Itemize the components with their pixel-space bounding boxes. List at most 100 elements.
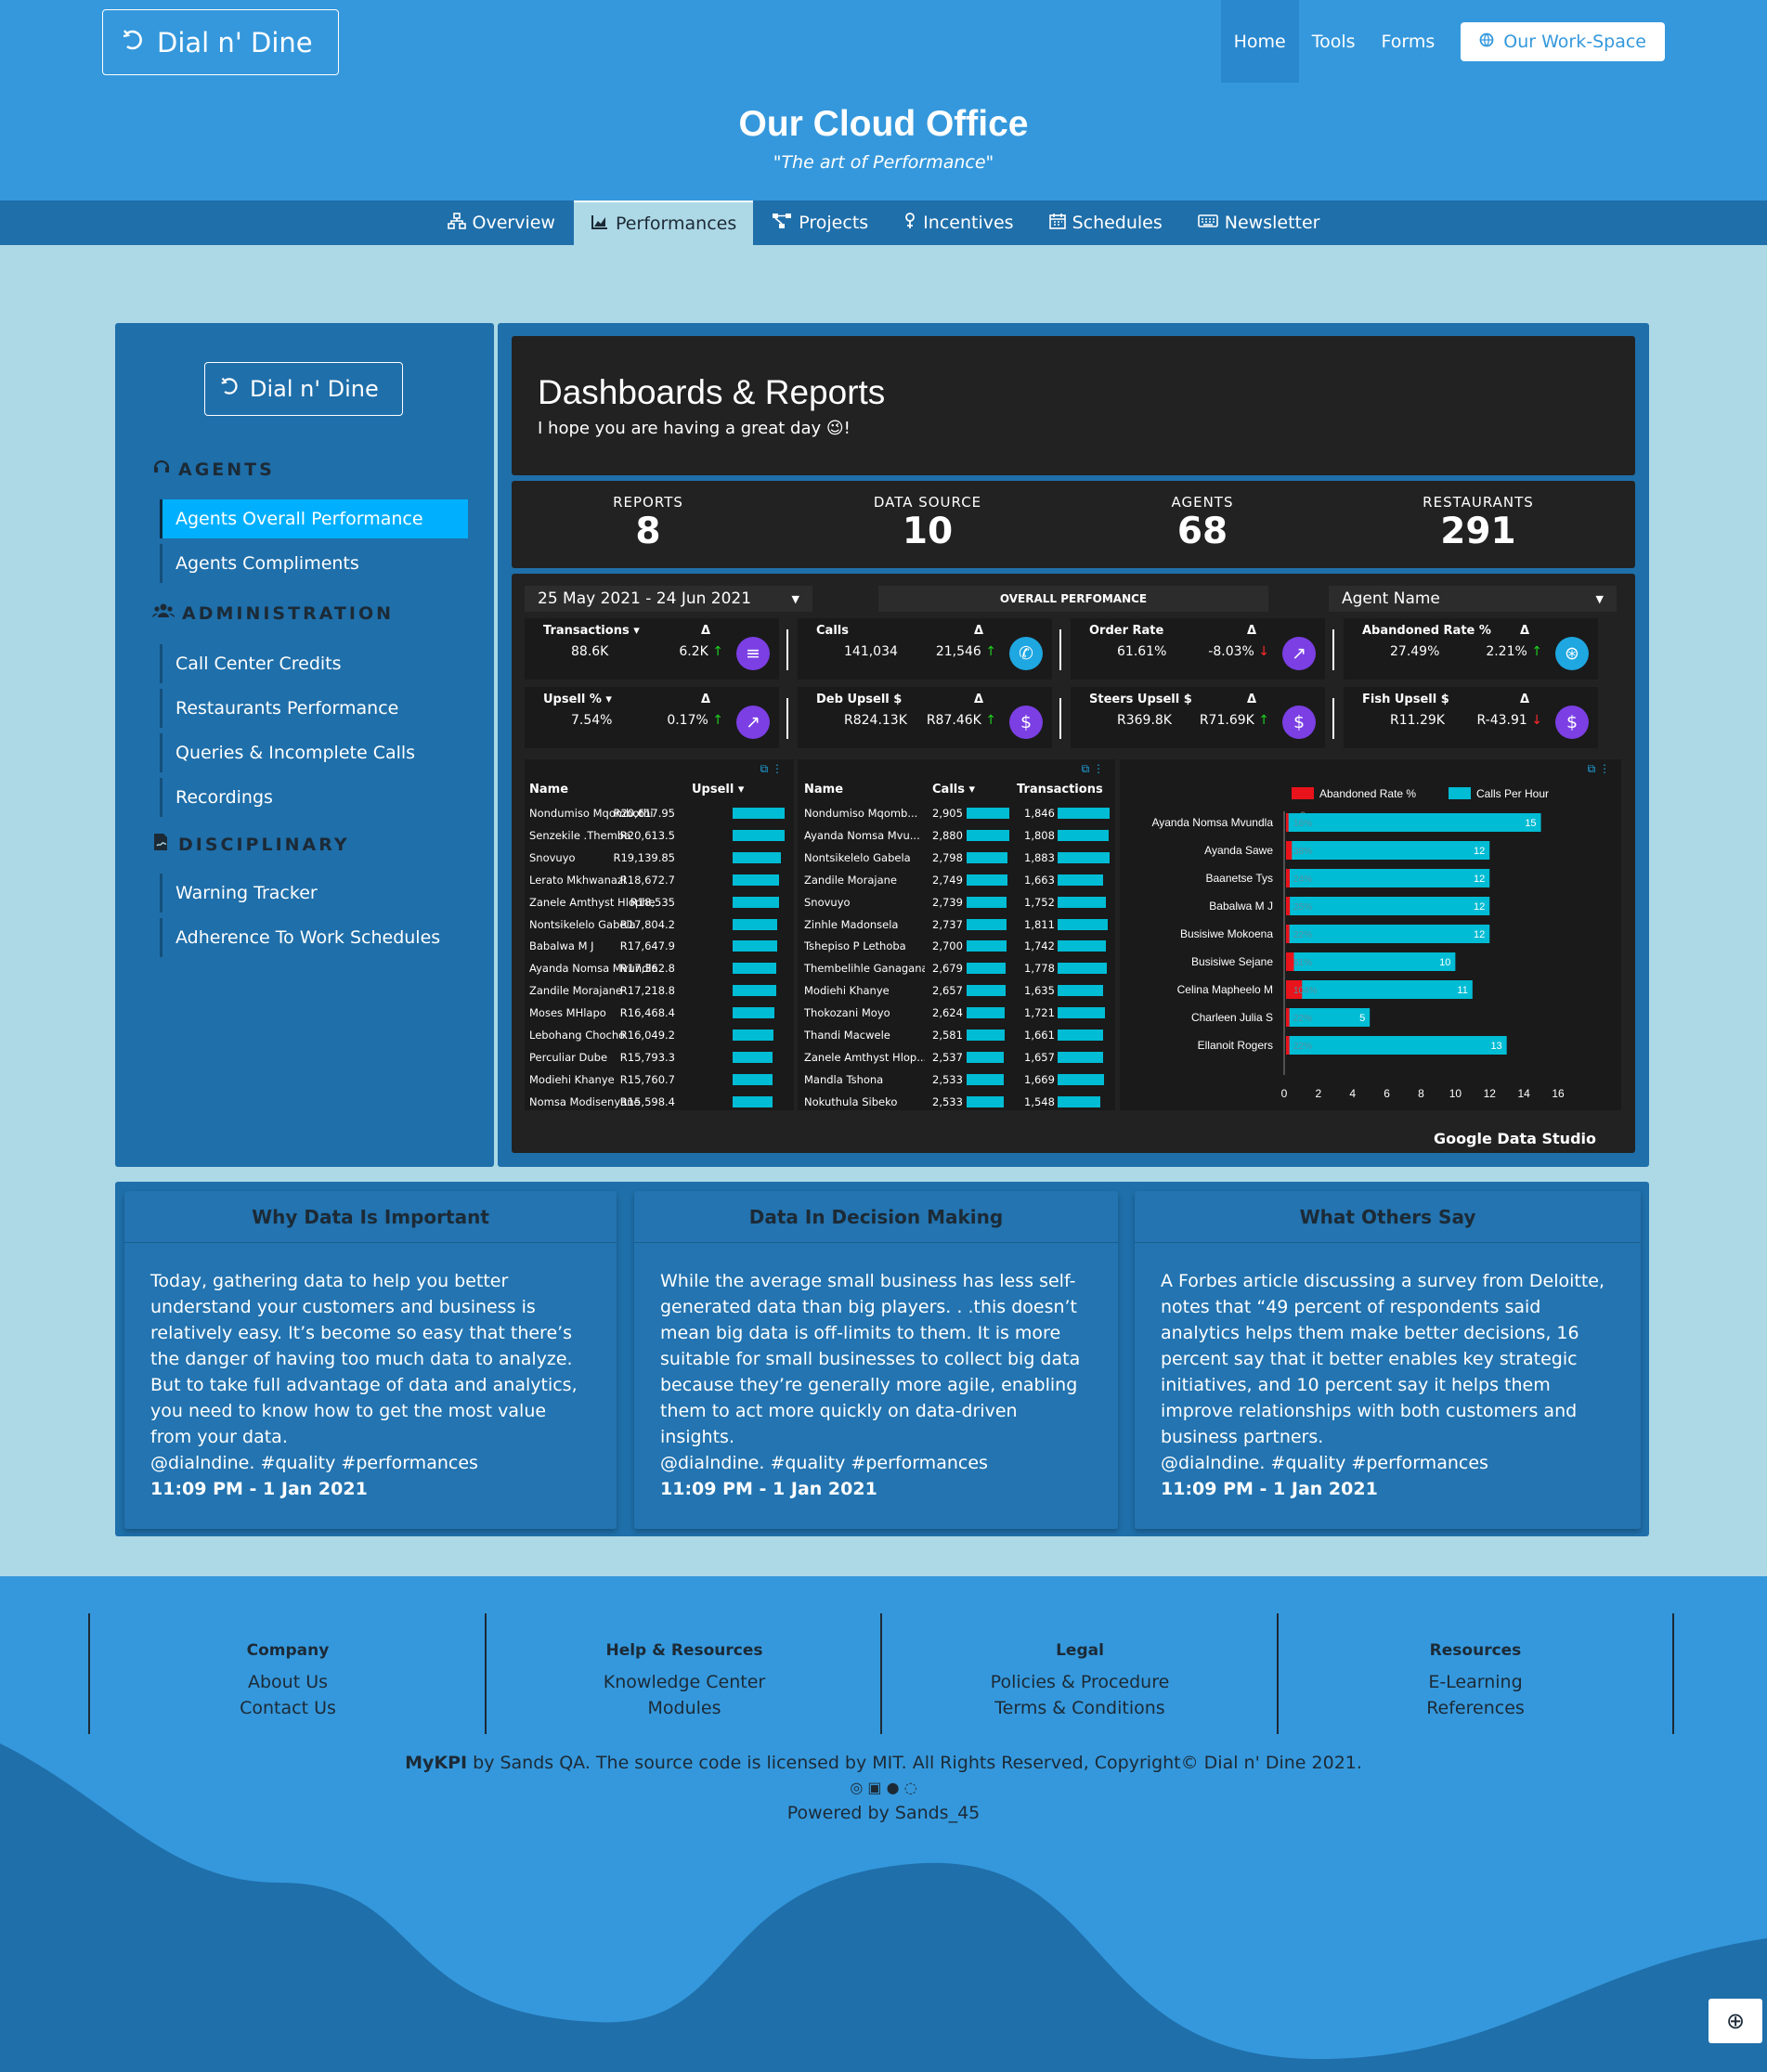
table-row[interactable]: Nondumiso Mqombothi R20,617.95 [525, 802, 794, 824]
table-row[interactable]: Perculiar Dube R15,793.3 [525, 1046, 794, 1068]
dollar-icon: $ [1282, 706, 1316, 739]
table-row[interactable]: Zandile Morajane R17,218.8 [525, 979, 794, 1002]
report-panel-title: OVERALL PERFOMANCE [878, 586, 1268, 612]
metric-card: Order Rate Δ 61.61% -8.03% ↓ ↗ [1071, 618, 1334, 680]
tab-performances-label: Performances [615, 214, 737, 234]
table-row[interactable]: Zanele Amthyst Hlop... 2,537 1,657 [798, 1046, 1115, 1068]
table-row[interactable]: Nomsa Modisenyane R15,598.4 [525, 1091, 794, 1113]
nav-home[interactable]: Home [1220, 0, 1299, 83]
metric-name: Transactions ▾ [543, 624, 640, 638]
sidebar-item-call-center-credits[interactable]: Call Center Credits [160, 644, 468, 683]
table-row[interactable]: Moses MHlapo R16,468.4 [525, 1002, 794, 1024]
footer-link-references[interactable]: References [1426, 1698, 1525, 1718]
table-row[interactable]: Snovuyo R19,139.85 [525, 847, 794, 869]
users-icon [151, 602, 175, 624]
card-time: 11:09 PM - 1 Jan 2021 [660, 1479, 877, 1499]
table-row[interactable]: Zandile Morajane 2,749 1,663 [798, 869, 1115, 891]
metric-card: Fish Upsell $ Δ R11.29K R-43.91 ↓ $ [1344, 687, 1598, 748]
tab-overview[interactable]: Overview [431, 201, 572, 245]
calls-header-transactions[interactable]: Transactions [1017, 783, 1103, 796]
facebook-icon[interactable]: ▣ [867, 1779, 882, 1796]
footer-link-terms[interactable]: Terms & Conditions [994, 1698, 1165, 1718]
table-row[interactable]: Nokuthula Sibeko 2,533 1,548 [798, 1091, 1115, 1113]
metric-card: Calls Δ 141,034 21,546 ↑ ✆ [798, 618, 1061, 680]
row-name: Zinhle Madonsela [804, 917, 899, 931]
sidebar-item-queries[interactable]: Queries & Incomplete Calls [160, 733, 468, 772]
sidebar-item-recordings[interactable]: Recordings [160, 778, 468, 817]
x-tick-label: 12 [1484, 1087, 1497, 1100]
calls-bar [1286, 897, 1490, 915]
tab-schedules[interactable]: Schedules [1033, 201, 1179, 245]
table-row[interactable]: Modiehi Khanye 2,657 1,635 [798, 979, 1115, 1002]
table-row[interactable]: Senzekile .Themba R20,613.5 [525, 824, 794, 847]
nav-tools[interactable]: Tools [1311, 31, 1356, 52]
table-row[interactable]: Mandla Tshona 2,533 1,669 [798, 1068, 1115, 1091]
table-row[interactable]: Nontsikelelo Gabela 2,798 1,883 [798, 847, 1115, 869]
workspace-button[interactable]: Our Work-Space [1461, 21, 1665, 61]
table-row[interactable]: Babalwa M J R17,647.9 [525, 935, 794, 957]
metric-delta-label: Δ [1247, 624, 1257, 638]
card-decision-making: Data In Decision Making While the averag… [634, 1191, 1118, 1529]
table-row[interactable]: Nontsikelelo Gabela R17,804.2 [525, 913, 794, 936]
agent-name-dropdown[interactable]: Agent Name ▼ [1329, 586, 1617, 612]
sidebar-item-warning-tracker[interactable]: Warning Tracker [160, 874, 468, 913]
table-row[interactable]: Modiehi Khanye R15,760.7 [525, 1068, 794, 1091]
table-row[interactable]: Lebohang Chocho R16,049.2 [525, 1024, 794, 1046]
upsell-header-upsell[interactable]: Upsell ▾ [692, 783, 745, 796]
calls-table: ⧉ ⋮ Name Calls ▾ Transactions Nondumiso … [798, 759, 1115, 1110]
row-calls-bar [967, 851, 1008, 863]
row-transactions-bar [1058, 963, 1107, 975]
sidebar-brand-button[interactable]: Dial n' Dine [204, 362, 403, 416]
dribbble-icon[interactable]: ◎ [850, 1779, 864, 1796]
card-title: Why Data Is Important [124, 1191, 617, 1243]
footer-link-about[interactable]: About Us [247, 1672, 329, 1692]
nav-forms[interactable]: Forms [1381, 31, 1436, 52]
metric-name: Fish Upsell $ [1362, 693, 1449, 706]
table-row[interactable]: Ayanda Nomsa Mvu... 2,880 1,808 [798, 824, 1115, 847]
sidebar-item-agents-overall[interactable]: Agents Overall Performance [160, 499, 468, 538]
table-row[interactable]: Nondumiso Mqomb... 2,905 1,846 [798, 802, 1115, 824]
trend-icon: ↗ [1282, 637, 1316, 670]
github-icon[interactable]: ● [886, 1779, 900, 1796]
table-row[interactable]: Thembelihle Ganagana 2,679 1,778 [798, 957, 1115, 979]
tab-projects[interactable]: Projects [755, 201, 885, 245]
tab-incentives[interactable]: Incentives [887, 201, 1030, 245]
whatsapp-icon[interactable]: ◌ [903, 1779, 917, 1796]
table-row[interactable]: Tshepiso P Lethoba 2,700 1,742 [798, 935, 1115, 957]
calls-header-calls[interactable]: Calls ▾ [932, 783, 976, 796]
row-upsell-bar [733, 808, 785, 819]
upsell-table: ⧉ ⋮ Name Upsell ▾ Nondumiso Mqombothi R20… [525, 759, 794, 1110]
date-range-dropdown[interactable]: 25 May 2021 - 24 Jun 2021 ▼ [525, 586, 812, 612]
table-row[interactable]: Lerato Mkhwanazi R18,672.7 [525, 869, 794, 891]
footer-col-legal: Legal Policies & Procedure Terms & Condi… [880, 1613, 1278, 1734]
powered-by: Powered by Sands_45 [786, 1803, 981, 1823]
sitemap-icon [447, 212, 466, 234]
footer-link-knowledge[interactable]: Knowledge Center [603, 1672, 766, 1692]
table-row[interactable]: Zanele Amthyst Hlophe R18,535 [525, 891, 794, 913]
metric-name: Upsell % ▾ [543, 693, 612, 706]
section-tabs: Overview Performances Projects Incentive… [0, 201, 1767, 245]
table-row[interactable]: Thandi Macwele 2,581 1,661 [798, 1024, 1115, 1046]
table-row[interactable]: Snovuyo 2,739 1,752 [798, 891, 1115, 913]
table-row[interactable]: Ayanda Nomsa Mvundla R17,362.8 [525, 957, 794, 979]
tab-newsletter[interactable]: Newsletter [1181, 201, 1337, 245]
tab-performances[interactable]: Performances [573, 201, 754, 245]
footer-link-contact[interactable]: Contact Us [240, 1698, 336, 1718]
sidebar-item-agents-compliments[interactable]: Agents Compliments [160, 544, 468, 583]
tab-projects-label: Projects [799, 213, 869, 233]
footer-link-policies[interactable]: Policies & Procedure [990, 1672, 1170, 1692]
metric-name: Deb Upsell $ [816, 693, 903, 706]
scroll-to-top-button[interactable]: ⊕ [1709, 1999, 1762, 2043]
table-row[interactable]: Thokozani Moyo 2,624 1,721 [798, 1002, 1115, 1024]
row-name: Nondumiso Mqombothi [529, 807, 654, 820]
x-tick-label: 0 [1281, 1087, 1288, 1100]
footer-link-elearning[interactable]: E-Learning [1428, 1672, 1523, 1692]
row-transactions-bar [1058, 874, 1104, 886]
table-row[interactable]: Zinhle Madonsela 2,737 1,811 [798, 913, 1115, 936]
brand-logo-button[interactable]: Dial n' Dine [102, 9, 339, 75]
sidebar-item-adherence[interactable]: Adherence To Work Schedules [160, 918, 468, 957]
calls-header-name[interactable]: Name [804, 783, 844, 796]
footer-link-modules[interactable]: Modules [647, 1698, 721, 1718]
upsell-header-name[interactable]: Name [529, 783, 569, 796]
sidebar-item-restaurants-performance[interactable]: Restaurants Performance [160, 689, 468, 728]
